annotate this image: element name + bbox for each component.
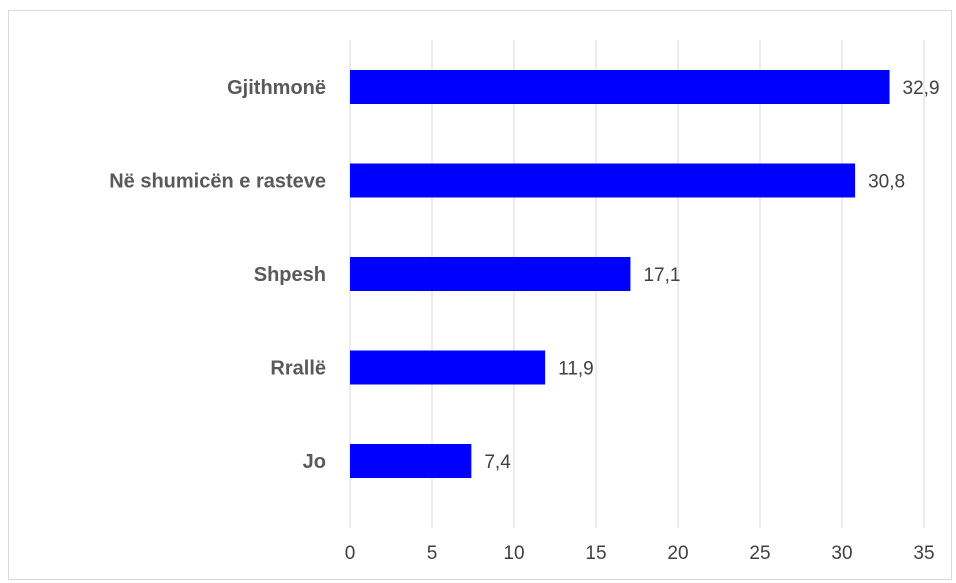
data-label-4: 7,4 xyxy=(484,452,511,473)
x-tick-label-30: 30 xyxy=(831,543,852,564)
data-label-1: 30,8 xyxy=(868,172,905,193)
data-labels: 32,9 30,8 17,1 11,9 7,4 xyxy=(484,78,939,473)
bar-4 xyxy=(350,444,472,478)
category-labels: Gjithmonë Në shumicën e rasteve Shpesh Rral… xyxy=(109,77,326,473)
category-label-2: Shpesh xyxy=(254,264,326,286)
category-label-4: Jo xyxy=(303,451,326,473)
chart-frame xyxy=(8,10,952,580)
bars xyxy=(350,70,890,478)
x-tick-label-10: 10 xyxy=(503,543,524,564)
x-tick-label-15: 15 xyxy=(585,543,606,564)
category-label-1: Në shumicën e rasteve xyxy=(109,171,326,193)
category-label-0: Gjithmonë xyxy=(227,77,326,99)
data-label-2: 17,1 xyxy=(643,265,680,286)
x-tick-label-35: 35 xyxy=(913,543,934,564)
category-label-3: Rrallë xyxy=(270,358,326,380)
x-tick-label-5: 5 xyxy=(427,543,438,564)
data-label-3: 11,9 xyxy=(558,359,594,380)
x-tick-label-20: 20 xyxy=(667,543,688,564)
x-tick-label-0: 0 xyxy=(345,543,356,564)
bar-0 xyxy=(350,70,890,104)
data-label-0: 32,9 xyxy=(903,78,940,99)
bar-3 xyxy=(350,350,546,385)
x-tick-labels: 0 5 10 15 20 25 30 35 xyxy=(345,543,935,564)
x-tick-label-25: 25 xyxy=(749,543,770,564)
bar-2 xyxy=(350,257,631,291)
bar-1 xyxy=(350,163,856,198)
